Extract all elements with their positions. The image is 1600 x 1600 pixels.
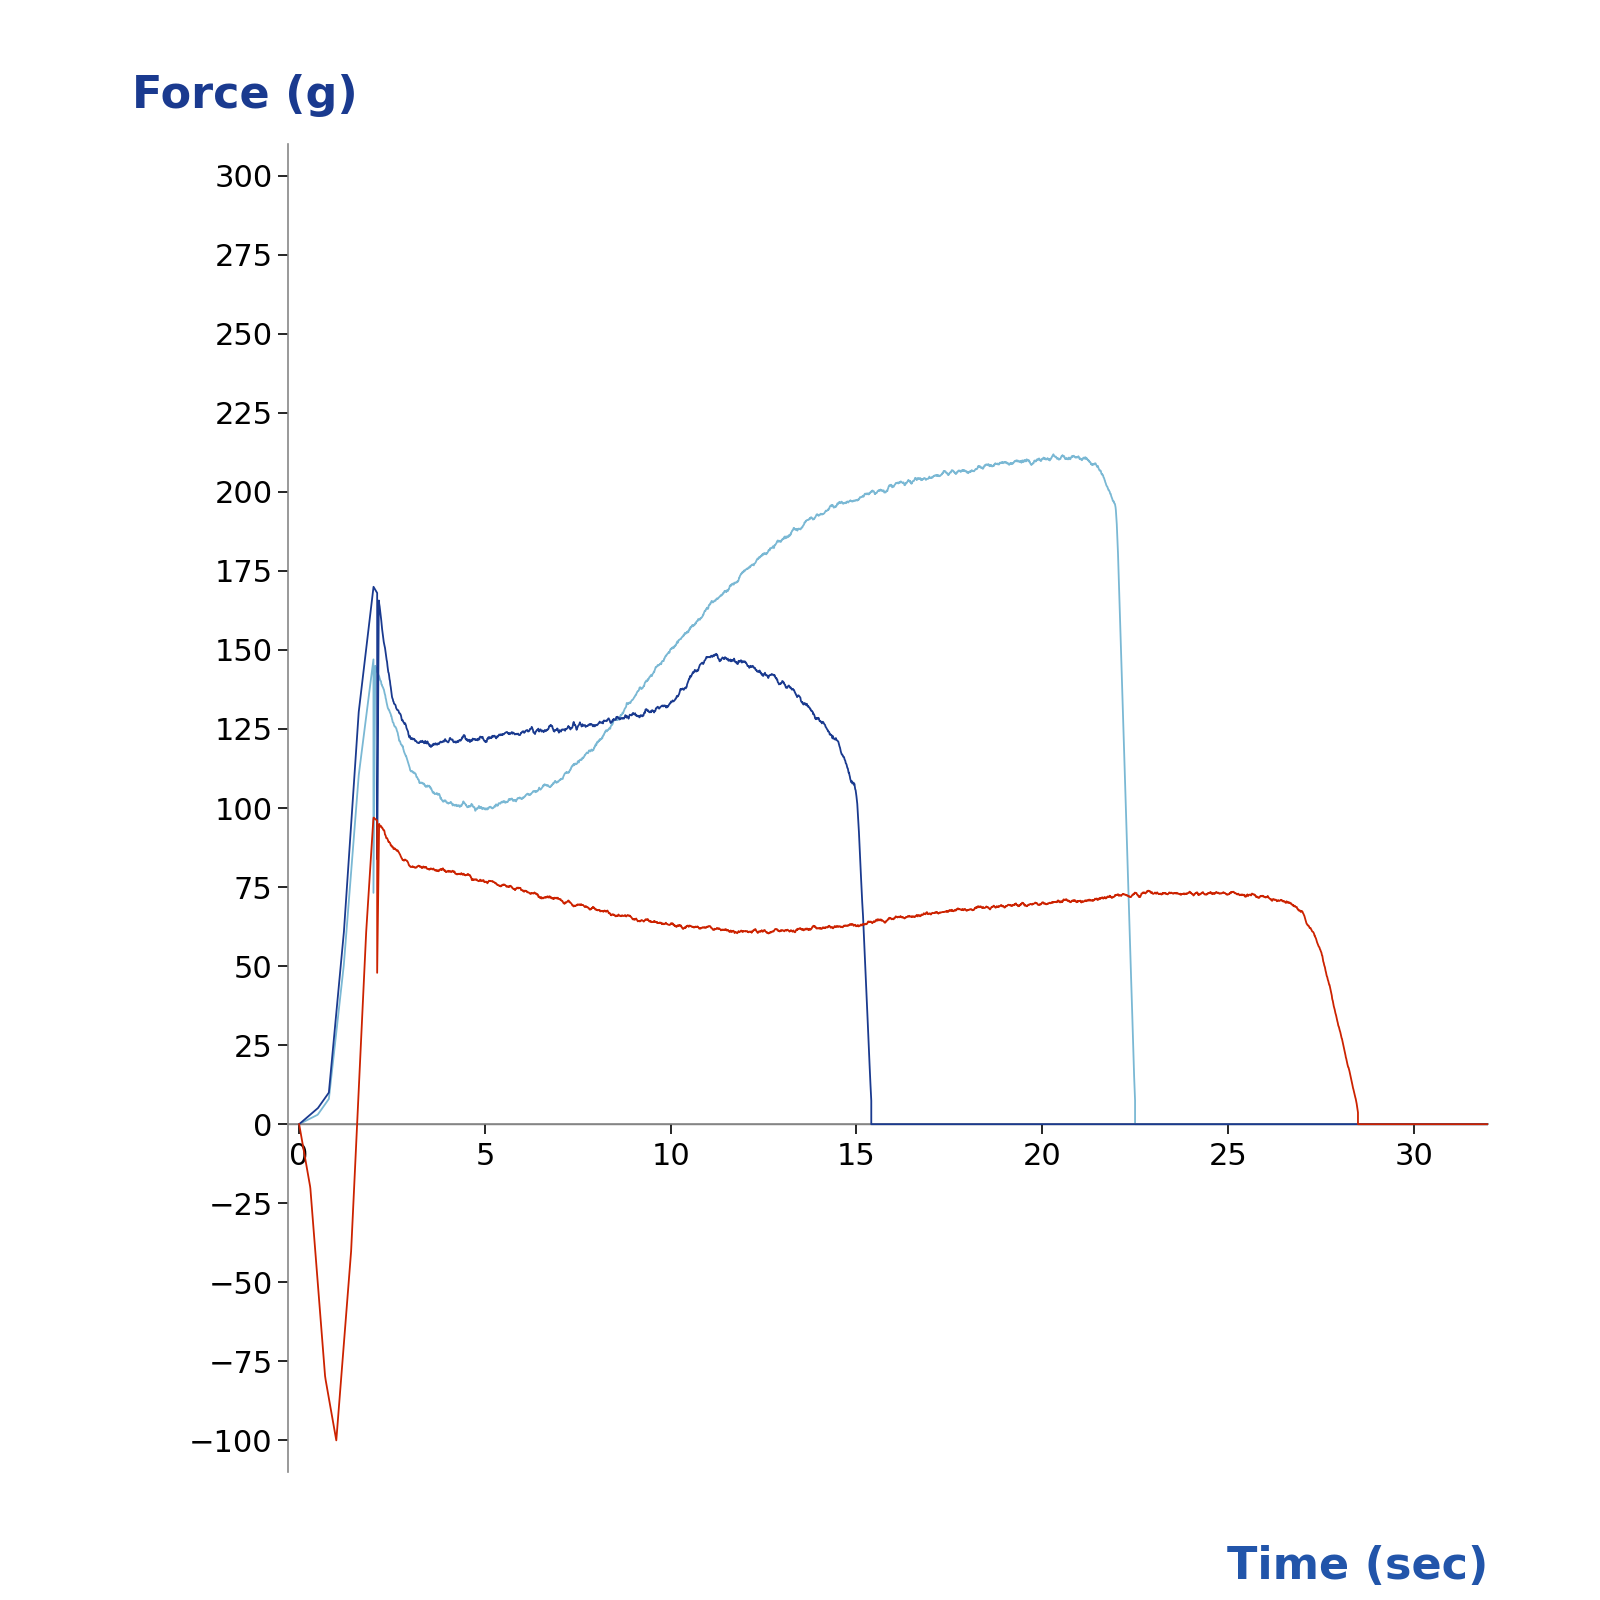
Text: Time (sec): Time (sec)	[1227, 1546, 1488, 1589]
Text: Force (g): Force (g)	[131, 75, 358, 117]
